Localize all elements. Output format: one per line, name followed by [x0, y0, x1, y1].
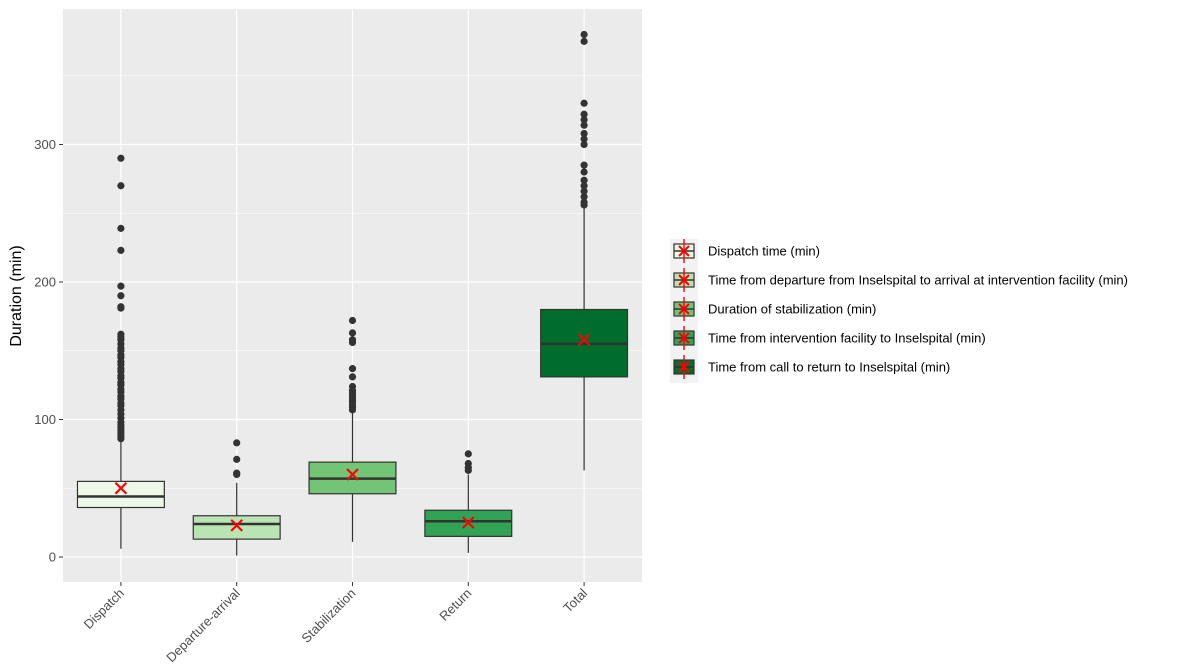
x-tick-label: Total — [560, 585, 590, 615]
mean-marker — [230, 519, 243, 532]
legend-key — [673, 239, 695, 263]
y-axis: 0 100 200 300 — [34, 137, 63, 565]
legend: Dispatch time (min) Time from departure f… — [670, 239, 1128, 383]
legend-item: Duration of stabilization (min) — [673, 297, 876, 321]
outlier-point — [117, 154, 125, 162]
mean-marker — [462, 516, 475, 529]
legend-label: Time from departure from Inselspital to … — [708, 273, 1128, 288]
outlier-point — [233, 455, 241, 463]
legend-item: Time from intervention facility to Insel… — [673, 326, 986, 350]
box-iqr — [192, 515, 281, 540]
outlier-point — [580, 37, 588, 45]
box-dispatch — [76, 154, 165, 549]
outlier-point — [580, 176, 588, 184]
mean-cross-stroke — [230, 519, 243, 532]
outlier-point — [348, 338, 357, 347]
outlier-point — [580, 182, 588, 190]
outlier-point — [580, 129, 588, 138]
mean-cross-stroke — [346, 468, 359, 481]
mean-cross-stroke — [114, 481, 128, 495]
x-tick-label: Stabilization — [298, 586, 358, 646]
x-tick-label: Return — [436, 586, 474, 624]
outlier-point — [580, 168, 588, 176]
y-tick-label: 0 — [49, 550, 56, 565]
boxes-layer — [76, 30, 629, 556]
legend-item: Dispatch time (min) — [673, 239, 820, 263]
y-tick-label: 300 — [34, 137, 56, 152]
legend-key-cross — [678, 361, 690, 373]
outlier-point — [580, 30, 588, 39]
outlier-point — [580, 193, 588, 201]
outlier-point — [117, 304, 125, 312]
outlier-point — [233, 439, 241, 447]
x-axis: Dispatch Departure-arrival Stabilization Re… — [81, 582, 590, 665]
outlier-point — [580, 121, 588, 129]
legend-key-cross — [678, 274, 690, 286]
outlier-point — [117, 246, 125, 254]
outlier-point — [348, 373, 357, 381]
legend-key — [673, 355, 695, 379]
outlier-point — [580, 161, 588, 169]
outlier-point — [580, 187, 588, 195]
outlier-point — [117, 282, 125, 290]
outlier-point — [117, 435, 125, 443]
legend-item: Time from departure from Inselspital to … — [673, 268, 1128, 292]
legend-item: Time from call to return to Inselspital … — [673, 355, 950, 379]
outlier-point — [348, 316, 357, 325]
legend-key — [673, 326, 695, 350]
box-total — [540, 30, 629, 471]
box-return — [424, 450, 513, 553]
outlier-point — [580, 116, 588, 124]
outlier-point — [117, 182, 125, 190]
outlier-point — [348, 365, 357, 373]
legend-label: Duration of stabilization (min) — [708, 302, 876, 317]
y-tick-label: 100 — [34, 412, 56, 427]
outlier-point — [464, 466, 472, 474]
outlier-point — [464, 450, 472, 458]
mean-cross-stroke — [577, 333, 591, 347]
outlier-point — [580, 140, 588, 149]
mean-marker — [114, 481, 128, 495]
outlier-point — [348, 406, 357, 414]
legend-label: Time from call to return to Inselspital … — [708, 360, 950, 375]
x-tick-label: Dispatch — [81, 586, 127, 632]
legend-label: Time from intervention facility to Insel… — [708, 331, 986, 346]
outlier-point — [580, 201, 588, 209]
outlier-point — [117, 224, 125, 232]
legend-key-cross — [678, 303, 690, 315]
outlier-point — [233, 470, 241, 479]
box-departure-arrival — [192, 439, 281, 556]
outlier-point — [580, 135, 588, 143]
outlier-point — [348, 329, 357, 337]
legend-key — [673, 268, 695, 292]
box-stabilization — [308, 316, 397, 542]
legend-label: Dispatch time (min) — [708, 244, 820, 259]
box-iqr — [76, 480, 165, 509]
outlier-point — [117, 292, 125, 300]
legend-key — [673, 297, 695, 321]
y-axis-title: Duration (min) — [8, 245, 25, 346]
mean-cross-stroke — [462, 516, 475, 529]
legend-key-cross — [678, 332, 690, 344]
mean-marker — [577, 333, 591, 347]
outlier-point — [580, 110, 588, 118]
mean-marker — [346, 468, 359, 481]
y-tick-label: 200 — [34, 275, 56, 290]
outlier-point — [580, 99, 588, 107]
x-tick-label: Departure-arrival — [163, 585, 243, 665]
legend-key-cross — [678, 245, 690, 257]
